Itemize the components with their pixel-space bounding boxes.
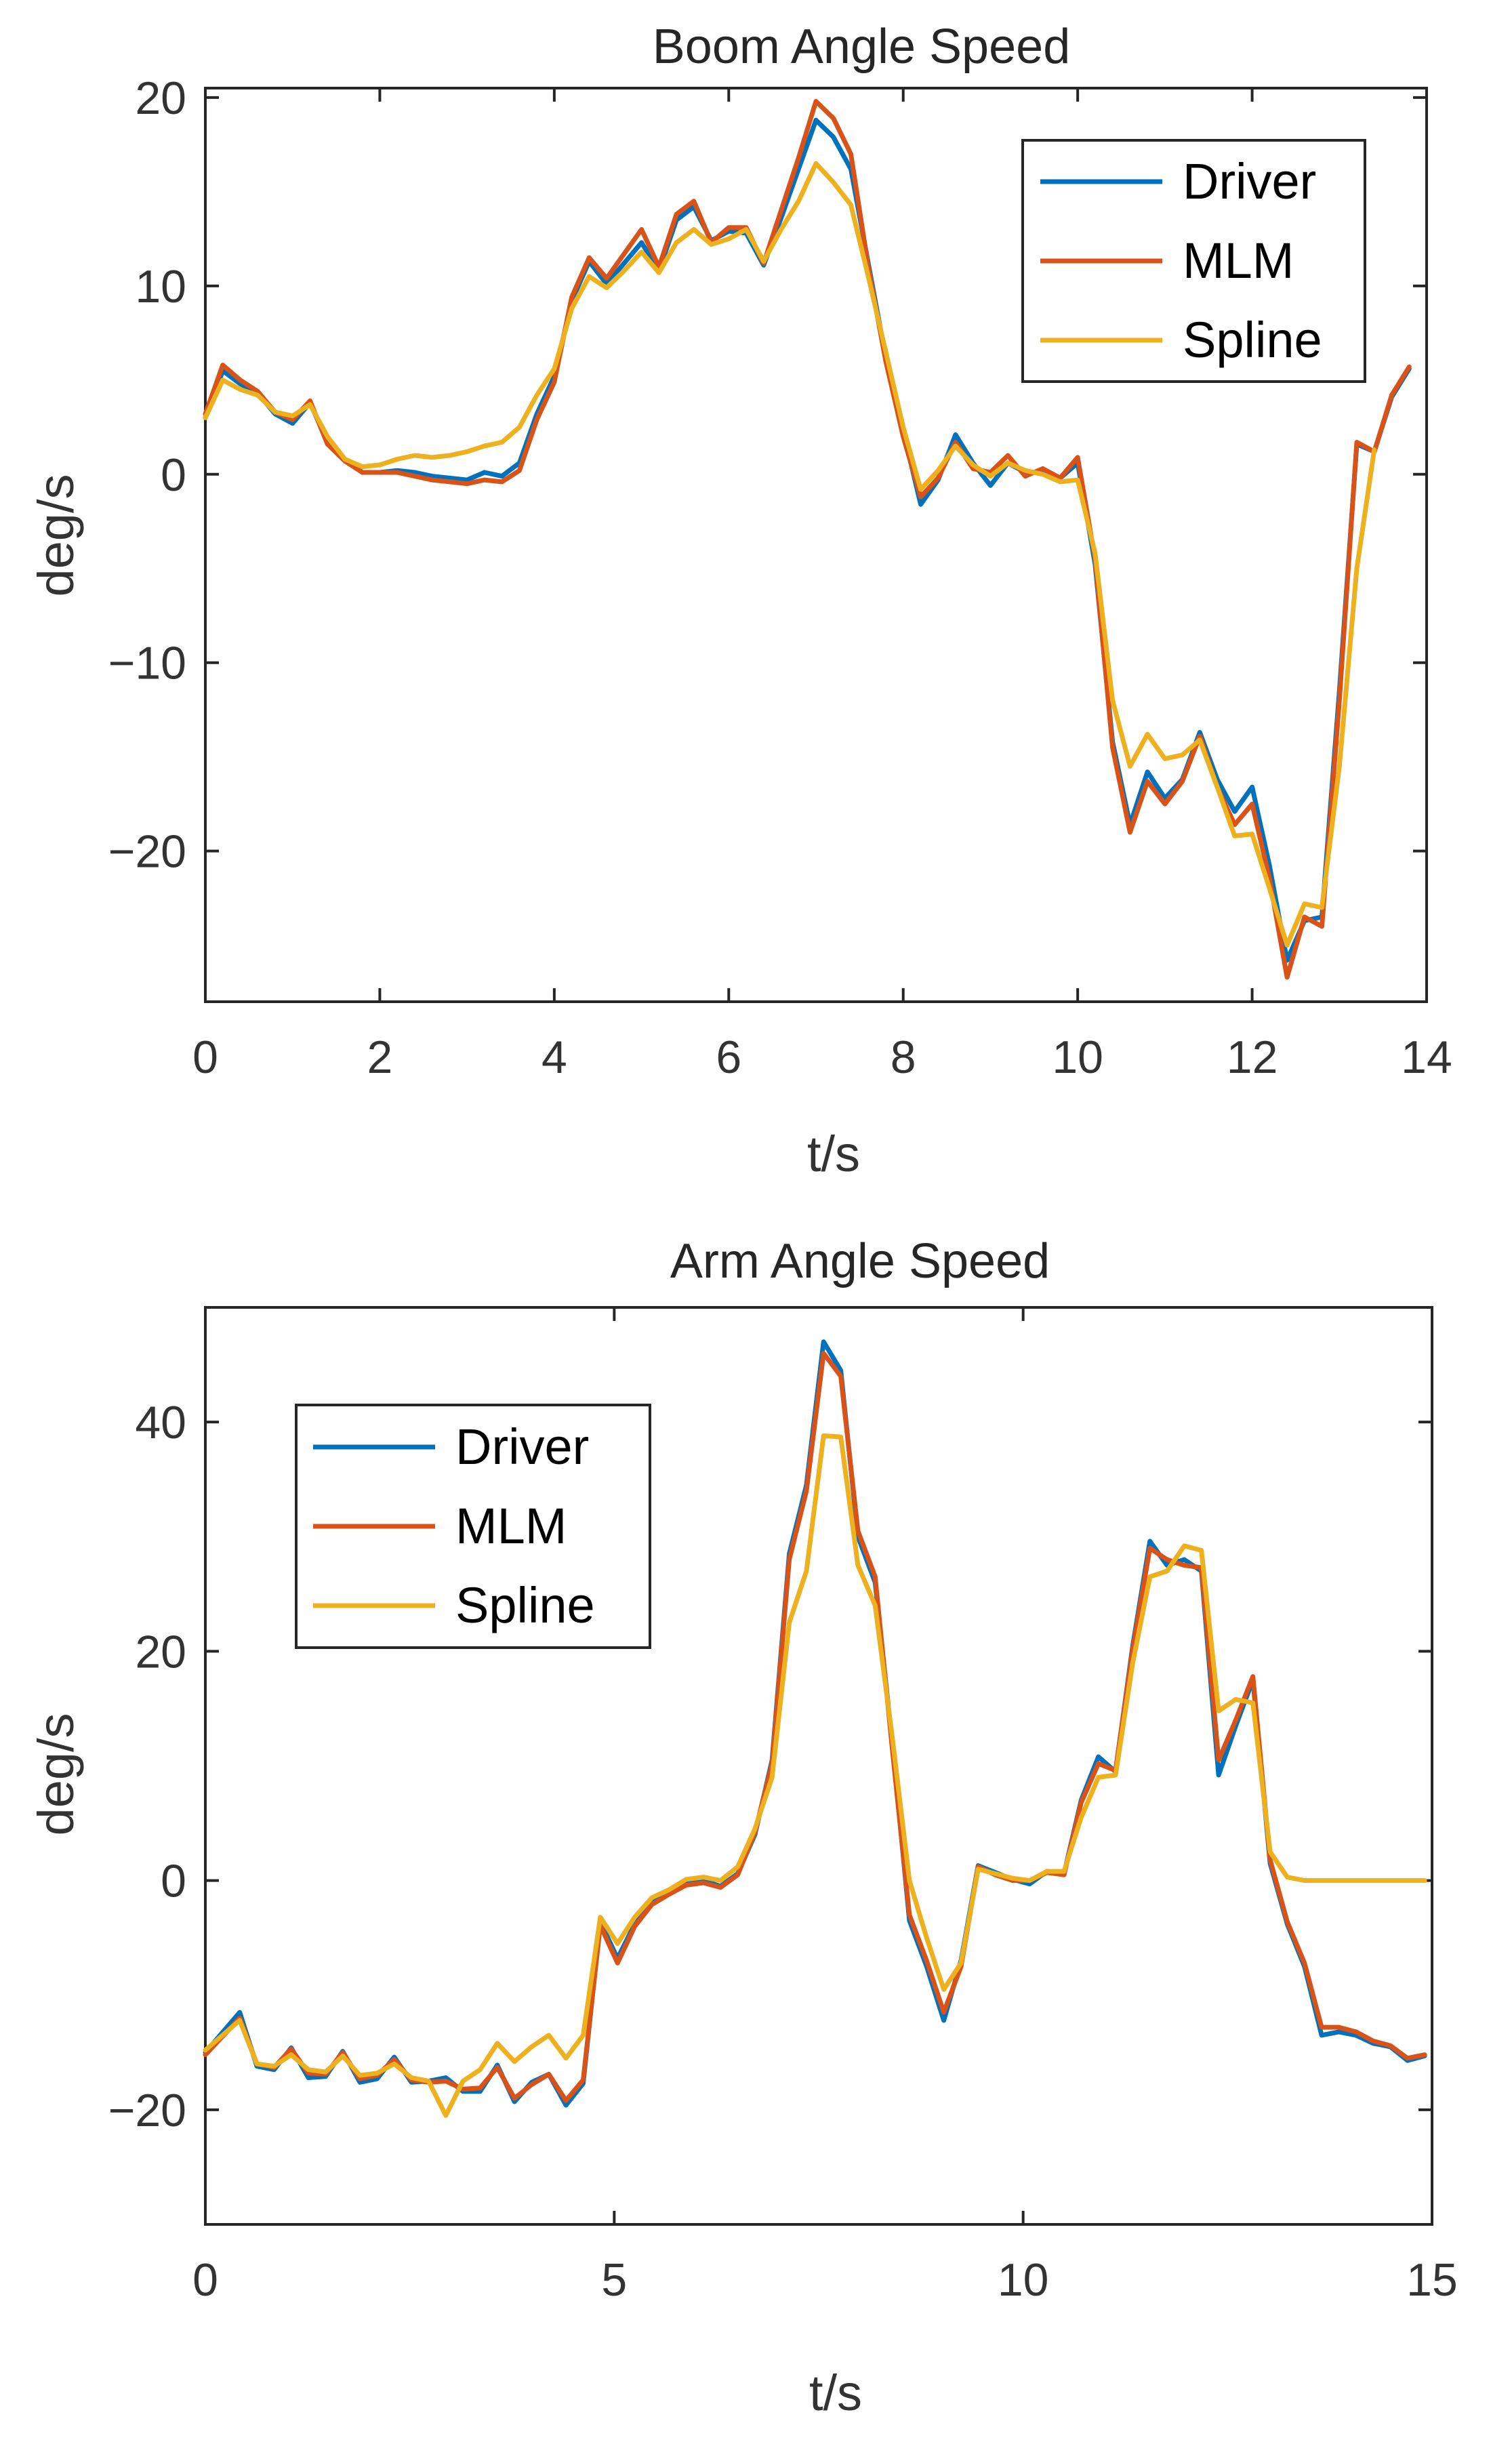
x-tick-label: 4: [542, 1032, 567, 1083]
x-tick-label: 5: [601, 2254, 627, 2306]
series-line-spline: [203, 1433, 1427, 2118]
boom-angle-speed-chart: Boom Angle Speed 0 2 4 6 8 10 12 1420100−10−20 …: [28, 20, 1452, 1182]
y-tick-label: 20: [135, 73, 186, 124]
x-tick-label: 14: [1401, 1032, 1452, 1083]
chart-title: Arm Angle Speed: [670, 1234, 1050, 1288]
y-tick-label: 10: [135, 261, 186, 312]
y-tick-label: −10: [108, 638, 186, 689]
x-axis-label: t/s: [809, 2365, 862, 2421]
series-lines: [203, 1339, 1427, 2118]
x-tick-label: 8: [891, 1032, 916, 1083]
x-tick-label: 6: [716, 1032, 741, 1083]
legend-label-spline: Spline: [455, 1577, 595, 1633]
x-tick-label: 0: [192, 1032, 218, 1083]
legend-label-mlm: MLM: [1183, 232, 1294, 289]
x-tick-label: 12: [1227, 1032, 1278, 1083]
y-tick-label: 20: [135, 1626, 186, 1677]
legend: Driver MLM Spline: [1021, 139, 1366, 383]
x-tick-label: 10: [998, 2254, 1049, 2306]
legend: Driver MLM Spline: [295, 1404, 651, 1649]
y-tick-label: −20: [108, 2085, 186, 2136]
legend-label-driver: Driver: [455, 1419, 589, 1475]
y-tick-label: 0: [161, 449, 186, 501]
axis-ticks: 0 2 4 6 8 10 12 14 20 10 0 −10 −20: [108, 73, 1452, 1083]
x-tick-label: 10: [1052, 1032, 1103, 1083]
axis-ticks: 0 5 10 15 40 20 0 −20: [108, 1307, 1458, 2306]
x-tick-label: 2: [367, 1032, 393, 1083]
y-axis-label: deg/s: [28, 474, 84, 596]
y-axis-label: deg/s: [28, 1713, 84, 1835]
y-tick-label: 0: [161, 1856, 186, 1907]
chart-title: Boom Angle Speed: [653, 20, 1070, 74]
y-tick-label: 40: [135, 1397, 186, 1448]
series-line-spline: [203, 161, 1377, 948]
series-lines: [203, 99, 1412, 980]
legend-label-mlm: MLM: [455, 1498, 567, 1554]
x-tick-label: 15: [1406, 2254, 1458, 2306]
x-axis-label: t/s: [807, 1126, 860, 1182]
y-tick-label: −20: [108, 826, 186, 878]
legend-label-spline: Spline: [1183, 312, 1322, 368]
x-tick-label: 0: [192, 2254, 218, 2306]
arm-angle-speed-chart: Arm Angle Speed 0 5 10 15 40 20 0 −20 t/s deg/s…: [28, 1234, 1458, 2421]
legend-label-driver: Driver: [1183, 153, 1316, 209]
